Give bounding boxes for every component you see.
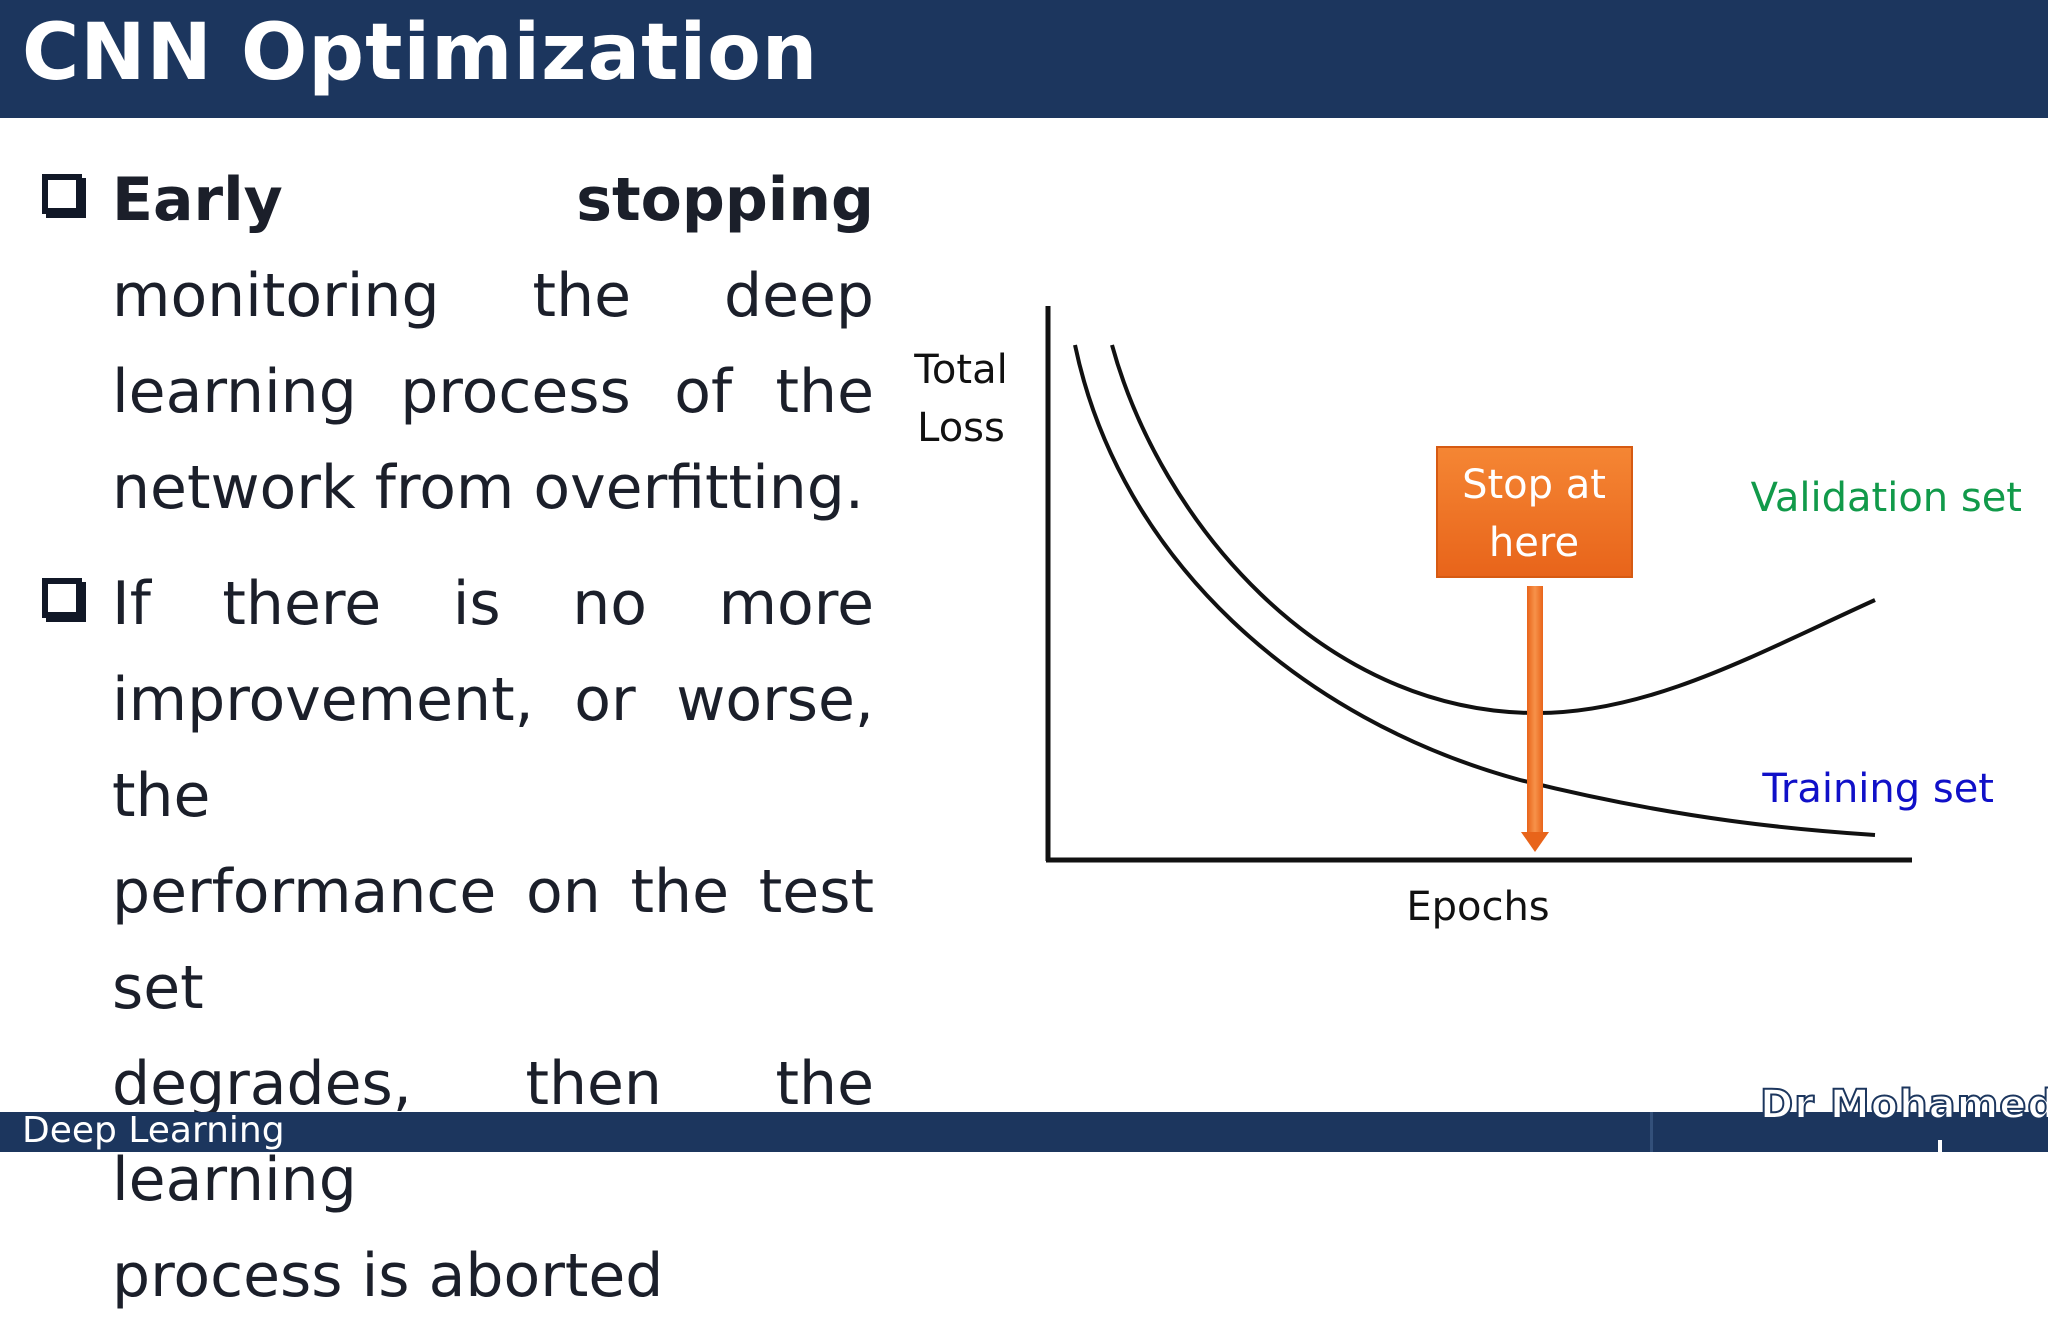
x-axis-label: Epochs [1406, 884, 1549, 930]
bullet-line: network from overfitting. [112, 453, 864, 523]
footer-course-title: Deep Learning [22, 1110, 285, 1151]
footer-divider [1650, 1112, 1653, 1152]
footer-author: Dr Mohamed [1759, 1081, 2048, 1129]
bullet-word: the [775, 357, 874, 427]
validation-curve [1110, 344, 1876, 716]
stop-callout-text: Stop at [1462, 462, 1606, 508]
bullet-line: performance on the test set [112, 857, 874, 1023]
bullet-line: If there is no more [112, 556, 874, 652]
footer-bar [0, 1112, 2048, 1152]
stop-callout-box [1436, 446, 1633, 578]
bullet-line: monitoring the deep [112, 248, 874, 344]
bullet-word: learning [112, 357, 357, 427]
stop-arrow-head [1521, 832, 1549, 852]
training-set-label: Training set [1761, 766, 1994, 812]
bullet-word: is [452, 569, 501, 639]
bullet-early-stopping: Early stopping monitoring the deep learn… [112, 152, 874, 536]
early-stopping-diagram: Total Loss Epochs Stop at here Validatio… [913, 306, 2022, 930]
y-axis-label: Total [913, 347, 1007, 393]
bullet-word: monitoring [112, 261, 440, 331]
checkbox-bullet-icon [42, 578, 82, 618]
bullet-word: there [222, 569, 382, 639]
bullet-word: deep [724, 261, 875, 331]
y-axis-label: Loss [917, 405, 1005, 451]
bullet-word: the [532, 261, 632, 331]
bullet-word: of [674, 357, 733, 427]
bullet-word: process [400, 357, 631, 427]
bullet-heading-word: stopping [576, 165, 874, 235]
bullet-word: more [718, 569, 874, 639]
checkbox-bullet-icon [42, 174, 82, 214]
bullet-word: If [112, 569, 151, 639]
bullet-line: Early stopping [112, 152, 874, 248]
footer-mark [1938, 1140, 1942, 1152]
validation-set-label: Validation set [1751, 475, 2022, 521]
bullet-heading-word: Early [112, 165, 283, 235]
bullet-line: learning process of the [112, 344, 874, 440]
title-bar: CNN Optimization [0, 0, 2048, 118]
bullet-line: process is aborted [112, 1241, 664, 1311]
bullet-line: improvement, or worse, the [112, 665, 874, 831]
bullet-word: no [572, 569, 647, 639]
stop-callout-text: here [1489, 520, 1579, 566]
slide-title: CNN Optimization [22, 8, 819, 98]
stop-arrow-shaft [1527, 586, 1543, 836]
training-curve [1073, 344, 1876, 837]
